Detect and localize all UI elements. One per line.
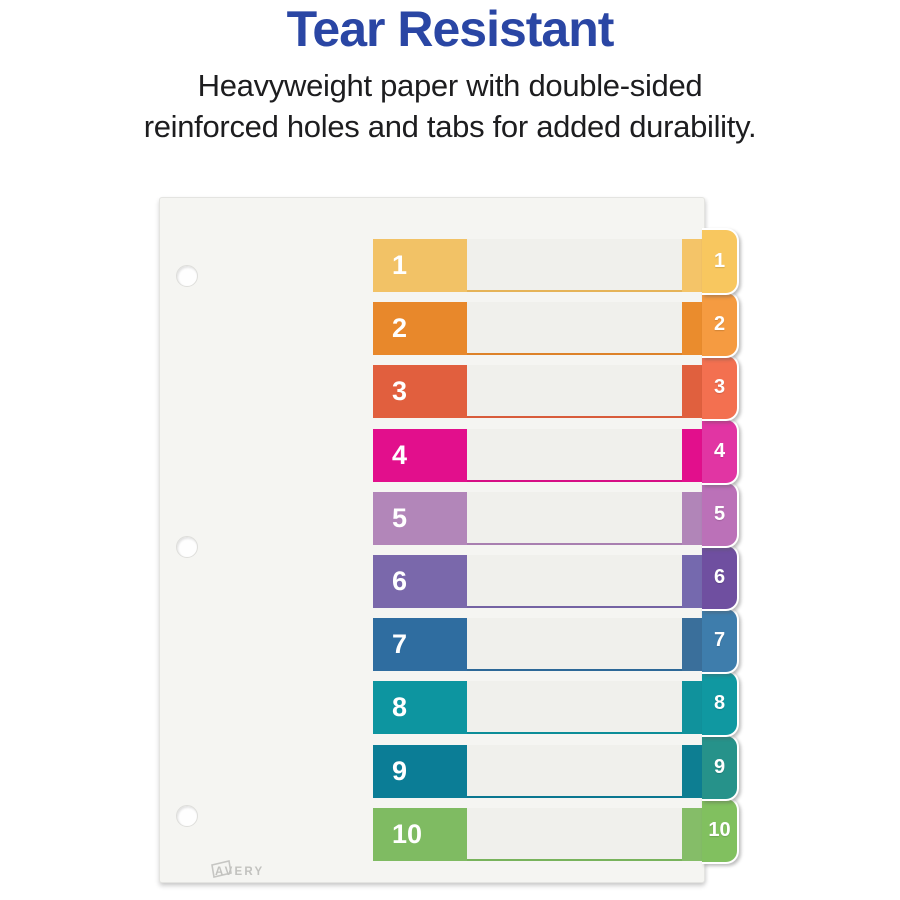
reinforced-edge-strip: [682, 681, 703, 734]
header: Tear Resistant Heavyweight paper with do…: [0, 0, 900, 147]
tab-number: 5: [713, 503, 726, 525]
index-tab-2: 2: [702, 291, 739, 358]
toc-row-rule: [467, 543, 703, 545]
index-tab-1: 1: [702, 228, 739, 295]
reinforced-edge-strip: [682, 555, 703, 608]
tab-number: 8: [713, 692, 726, 714]
tab-number: 7: [713, 629, 726, 651]
toc-row-number: 5: [392, 503, 408, 533]
reinforced-edge-strip: [682, 365, 703, 418]
toc-row-rule: [467, 290, 703, 292]
reinforced-edge-strip: [682, 302, 703, 355]
index-tab-10: 10: [702, 797, 739, 864]
toc-row-rule: [467, 353, 703, 355]
tab-number: 3: [713, 376, 726, 398]
index-tab-7: 7: [702, 607, 739, 674]
reinforced-edge-strip: [682, 492, 703, 545]
punch-hole-top: [176, 265, 198, 287]
toc-row-block: 3: [373, 365, 467, 418]
subtitle-line-2: reinforced holes and tabs for added dura…: [143, 109, 757, 144]
toc-row-number: 2: [392, 313, 408, 343]
tab-number: 2: [713, 313, 726, 335]
reinforced-edge-strip: [682, 808, 703, 861]
page-subtitle: Heavyweight paper with double-sided rein…: [0, 65, 900, 147]
tab-number: 4: [713, 440, 726, 462]
toc-row-block: 4: [373, 429, 467, 482]
avery-flag-icon: AVERY: [211, 860, 264, 878]
reinforced-edge-strip: [682, 745, 703, 798]
index-tab-6: 6: [702, 544, 739, 611]
toc-row-block: 1: [373, 239, 467, 292]
index-tab-5: 5: [702, 481, 739, 548]
toc-row-block: 8: [373, 681, 467, 734]
punch-hole-middle: [176, 536, 198, 558]
reinforced-edge-strip: [682, 239, 703, 292]
toc-row-block: 6: [373, 555, 467, 608]
toc-row-rule: [467, 859, 703, 861]
reinforced-edge-strip: [682, 618, 703, 671]
toc-row-number: 3: [392, 376, 408, 406]
divider-sheet: 1 2 3 4 5 6 7 8 9 10 1 2 3 4 5 6 7 8 9 10 AVERY: [159, 197, 739, 883]
toc-row-block: 9: [373, 745, 467, 798]
toc-row-rule: [467, 416, 703, 418]
toc-row-number: 7: [392, 629, 408, 659]
punch-hole-bottom: [176, 805, 198, 827]
toc-row-rule: [467, 480, 703, 482]
index-tab-3: 3: [702, 354, 739, 421]
toc-row-number: 6: [392, 566, 408, 596]
toc-row-number: 10: [392, 819, 423, 849]
tab-number: 1: [713, 250, 726, 272]
toc-row-number: 4: [392, 440, 408, 470]
toc-row-number: 1: [392, 250, 408, 280]
avery-logo: AVERY: [208, 858, 298, 882]
index-tab-9: 9: [702, 734, 739, 801]
toc-row-number: 9: [392, 756, 408, 786]
toc-row-number: 8: [392, 692, 408, 722]
toc-row-rule: [467, 796, 703, 798]
tab-number: 6: [713, 566, 726, 588]
tab-number: 10: [708, 819, 731, 841]
toc-row-block: 7: [373, 618, 467, 671]
toc-row-rule: [467, 606, 703, 608]
toc-row-block: 5: [373, 492, 467, 545]
brand-text: AVERY: [215, 866, 264, 878]
subtitle-line-1: Heavyweight paper with double-sided: [197, 68, 703, 103]
toc-row-block: 2: [373, 302, 467, 355]
index-tab-4: 4: [702, 418, 739, 485]
index-tab-8: 8: [702, 670, 739, 737]
toc-row-rule: [467, 732, 703, 734]
toc-row-block: 10: [373, 808, 467, 861]
toc-row-rule: [467, 669, 703, 671]
page-title: Tear Resistant: [286, 1, 615, 57]
tab-number: 9: [713, 756, 726, 778]
reinforced-edge-strip: [682, 429, 703, 482]
